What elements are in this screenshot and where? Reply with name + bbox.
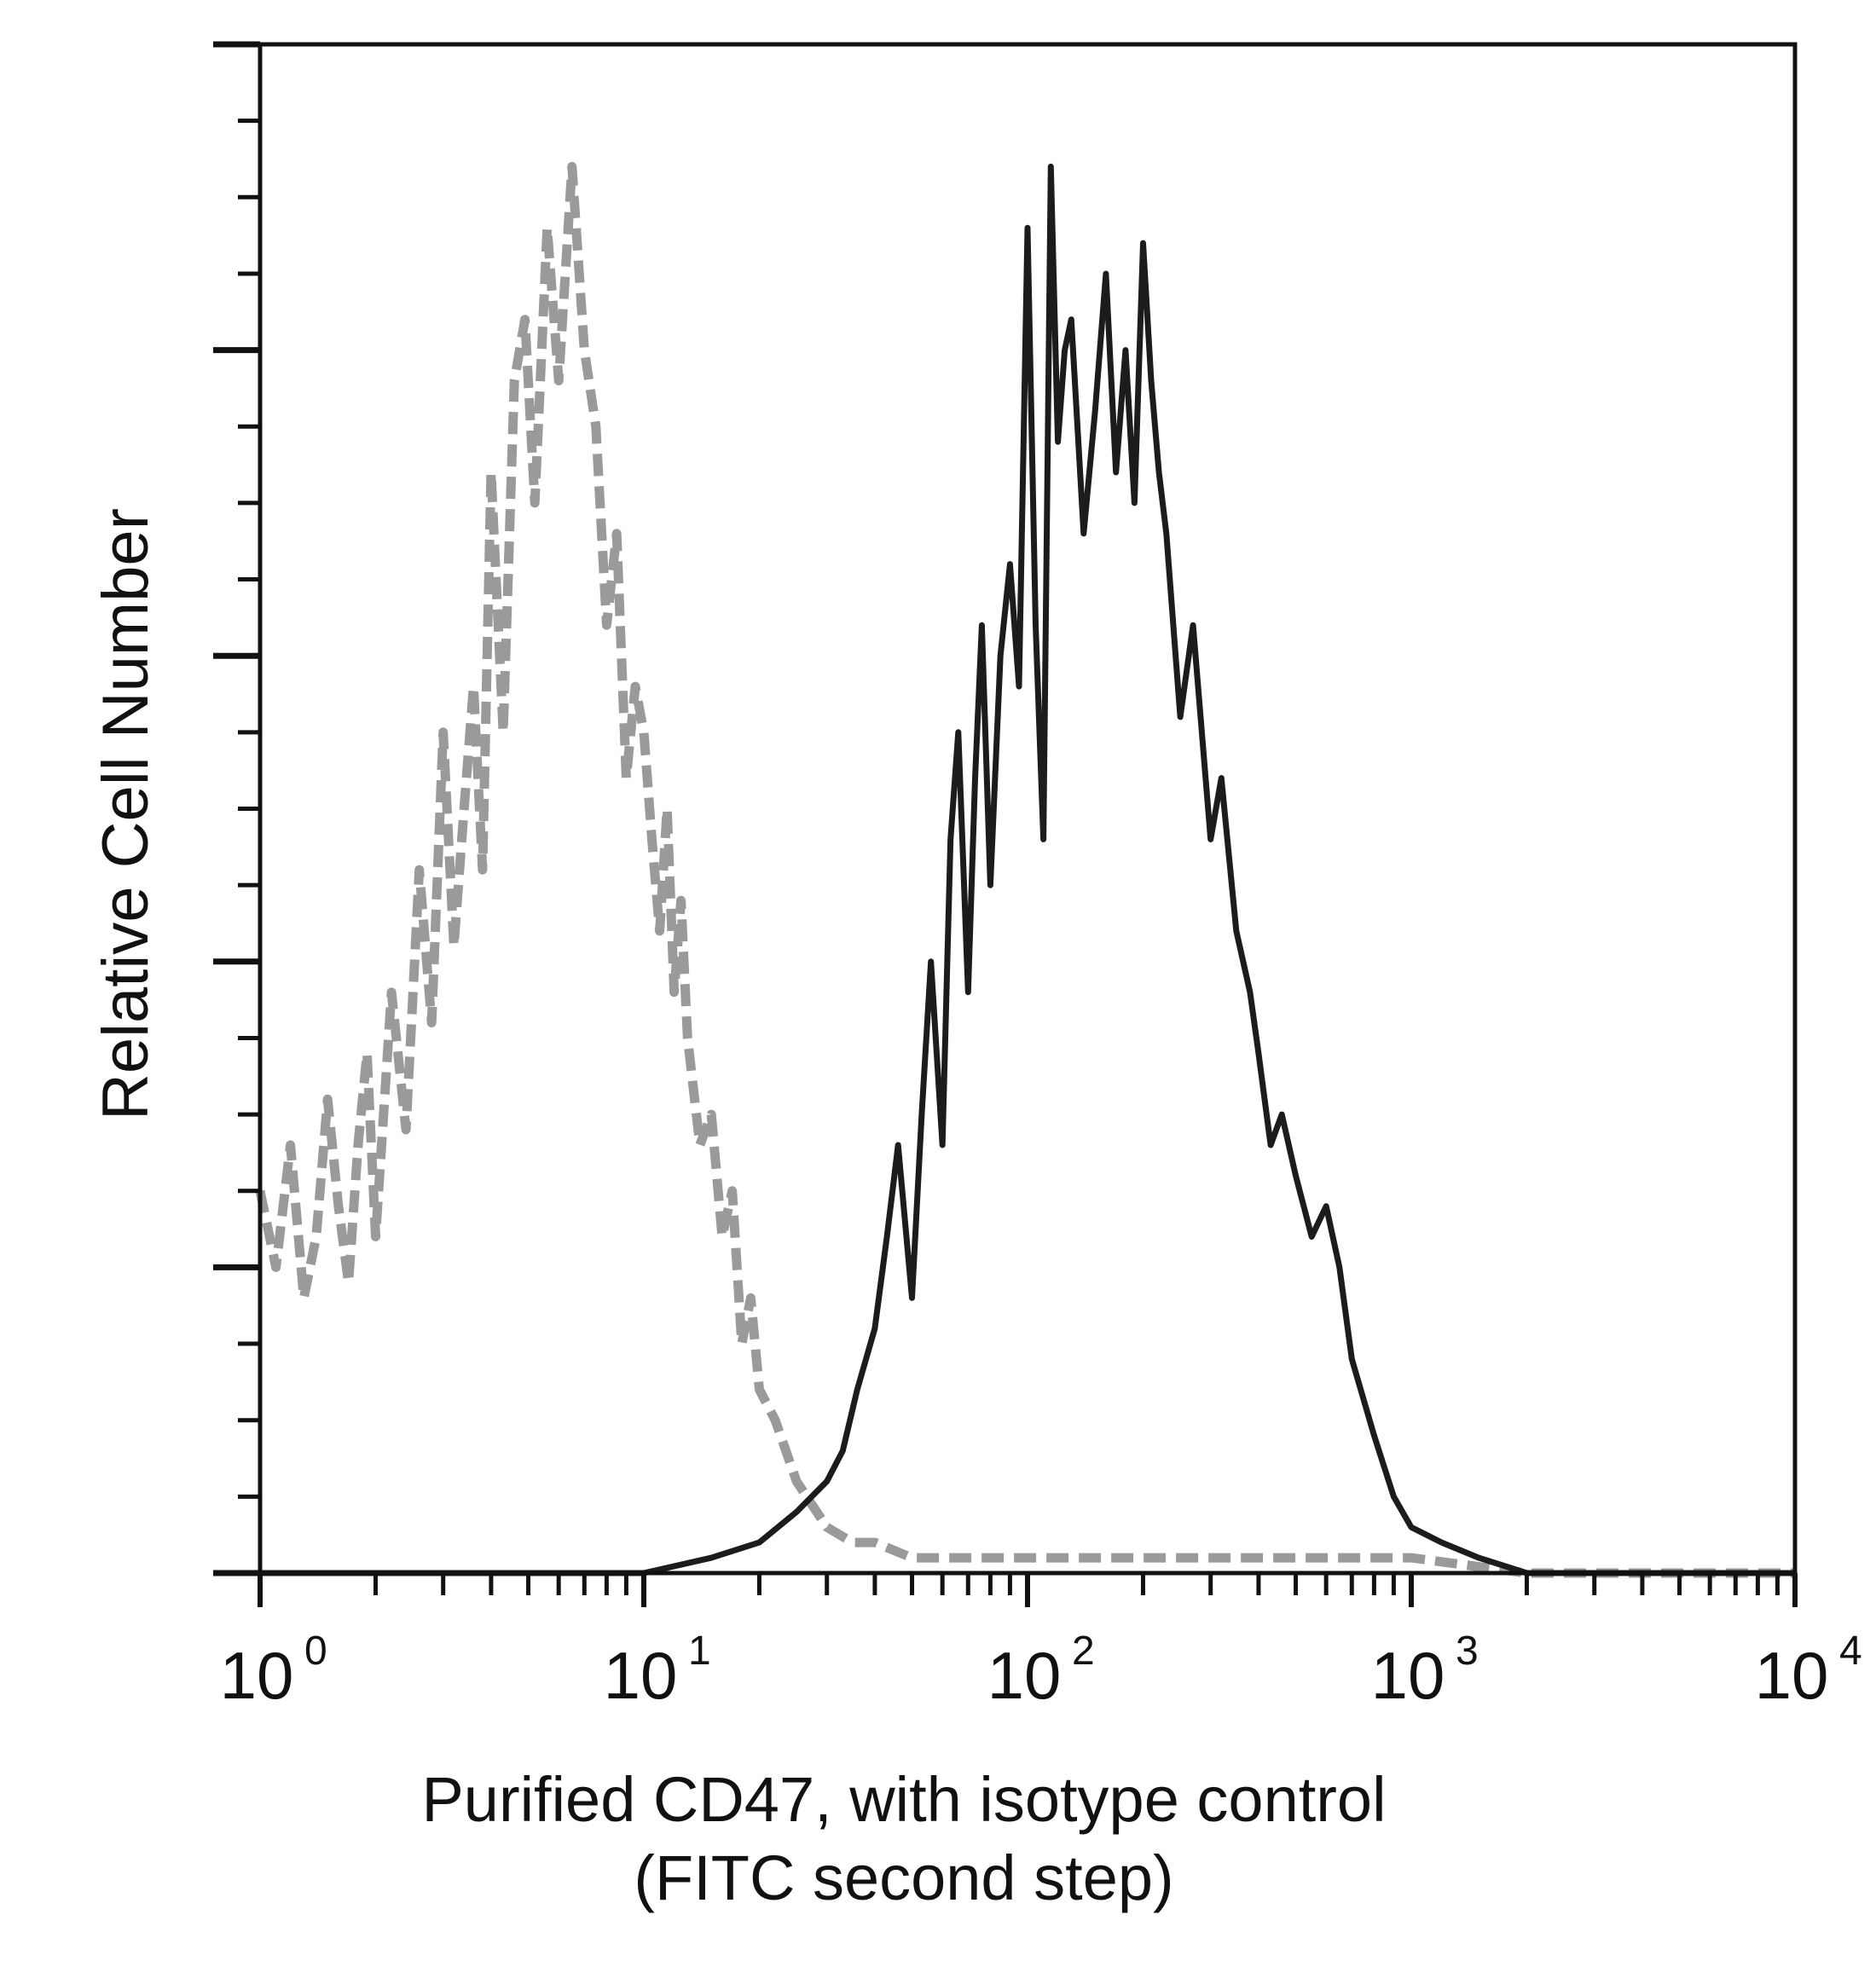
x-axis-label-line-2: (FITC second step) xyxy=(634,1842,1174,1913)
isotype-control-trace xyxy=(255,161,1795,1578)
x-tick-label: 10 1 xyxy=(604,1628,711,1713)
x-tick-label: 10 2 xyxy=(987,1628,1095,1713)
x-tick-label-exponent: 0 xyxy=(304,1628,327,1674)
series-layer xyxy=(255,161,1795,1578)
x-tick-label-exponent: 4 xyxy=(1839,1628,1862,1674)
x-tick-label: 10 0 xyxy=(220,1628,327,1713)
x-axis-label-line-1: Purified CD47, with isotype control xyxy=(421,1764,1387,1835)
cd47-trace xyxy=(260,163,1795,1576)
x-tick-label-base: 10 xyxy=(1371,1638,1445,1713)
x-tick-label-base: 10 xyxy=(604,1638,678,1713)
x-tick-label-exponent: 1 xyxy=(688,1628,711,1674)
x-tick-label-base: 10 xyxy=(987,1638,1062,1713)
x-tick-label-exponent: 2 xyxy=(1072,1628,1095,1674)
x-tick-label-exponent: 3 xyxy=(1456,1628,1479,1674)
axis-layer: 10 0 10 1 10 2 10 3 10 4 xyxy=(213,41,1862,1713)
y-axis-label: Relative Cell Number xyxy=(90,507,162,1121)
x-tick-label: 10 3 xyxy=(1371,1628,1479,1713)
x-tick-label-base: 10 xyxy=(220,1638,294,1713)
x-tick-label-base: 10 xyxy=(1755,1638,1829,1713)
x-tick-label: 10 4 xyxy=(1755,1628,1862,1713)
